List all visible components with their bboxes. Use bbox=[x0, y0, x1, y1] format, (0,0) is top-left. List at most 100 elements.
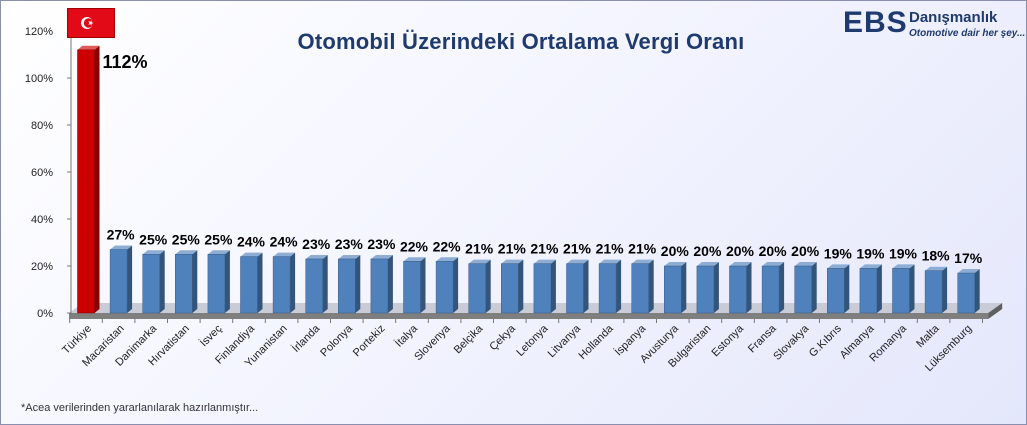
bar-side bbox=[974, 269, 980, 313]
data-label: 22% bbox=[433, 238, 462, 254]
bar-2 bbox=[109, 245, 133, 314]
bar-front bbox=[664, 265, 682, 314]
data-label: 25% bbox=[139, 231, 168, 247]
turkish-flag-icon bbox=[67, 8, 115, 38]
bar-24 bbox=[827, 264, 850, 314]
logo-company-name: Danışmanlık bbox=[909, 9, 998, 26]
category-label: İtalya bbox=[392, 321, 420, 349]
bar-side bbox=[192, 250, 198, 313]
y-tick-label: 20% bbox=[31, 261, 53, 273]
bar-side bbox=[127, 245, 133, 313]
bar-9 bbox=[338, 254, 361, 314]
bar-top bbox=[794, 262, 817, 266]
bar-front bbox=[924, 270, 943, 314]
bar-3 bbox=[142, 250, 165, 314]
category-label: Portekiz bbox=[351, 323, 388, 360]
bar-top bbox=[77, 45, 100, 50]
data-label: 21% bbox=[563, 241, 592, 257]
bar-front bbox=[77, 49, 95, 314]
bar-front bbox=[240, 256, 258, 314]
bar-side bbox=[583, 259, 589, 313]
bar-front bbox=[207, 254, 226, 314]
bar-10 bbox=[370, 254, 393, 314]
bar-top bbox=[403, 257, 426, 262]
data-label: 23% bbox=[335, 236, 364, 252]
bar-front bbox=[175, 254, 193, 314]
bar-side bbox=[876, 264, 882, 313]
bar-side bbox=[355, 254, 361, 313]
bar-top bbox=[892, 264, 915, 269]
data-label: 19% bbox=[824, 245, 853, 261]
bar-side bbox=[779, 262, 785, 313]
category-label: Polonya bbox=[318, 322, 355, 359]
bar-22 bbox=[761, 262, 785, 314]
bar-front bbox=[533, 263, 552, 314]
category-label: Estonya bbox=[710, 322, 747, 359]
data-label: 21% bbox=[465, 241, 494, 257]
bar-front bbox=[272, 256, 291, 314]
data-label: 20% bbox=[759, 243, 788, 259]
footnote: *Acea verilerinden yararlanılarak hazırl… bbox=[21, 402, 259, 414]
bar-front bbox=[729, 265, 747, 314]
bar-side bbox=[811, 262, 817, 313]
data-label: 21% bbox=[628, 241, 657, 257]
bar-front bbox=[403, 261, 421, 314]
bar-top bbox=[207, 250, 230, 255]
bar-top bbox=[696, 262, 719, 266]
chart-floor-edge bbox=[69, 313, 989, 319]
data-label: 20% bbox=[726, 243, 755, 259]
y-tick-label: 120% bbox=[25, 26, 53, 38]
logo-ebs-text: EBS bbox=[843, 6, 908, 39]
data-label: 24% bbox=[237, 234, 266, 250]
category-label: Çekya bbox=[487, 322, 518, 353]
bar-25 bbox=[859, 264, 882, 314]
bar-top bbox=[762, 262, 785, 266]
bar-side bbox=[94, 45, 100, 314]
data-label: 19% bbox=[856, 245, 885, 261]
bar-20 bbox=[696, 262, 719, 314]
bar-side bbox=[648, 259, 654, 313]
bar-side bbox=[942, 266, 948, 313]
bar-front bbox=[338, 258, 356, 314]
bar-top bbox=[468, 259, 491, 264]
bar-top bbox=[142, 250, 165, 255]
bar-side bbox=[713, 262, 719, 313]
bar-side bbox=[909, 264, 915, 313]
bar-top bbox=[370, 254, 393, 259]
bar-side bbox=[387, 254, 393, 313]
bar-front bbox=[468, 263, 486, 314]
bar-front bbox=[501, 263, 519, 314]
category-label: Letonya bbox=[514, 322, 551, 359]
bar-top bbox=[957, 269, 980, 274]
bar-front bbox=[370, 258, 389, 314]
bar-front bbox=[859, 268, 878, 314]
bar-front bbox=[794, 265, 812, 314]
bar-side bbox=[844, 264, 850, 313]
bar-side bbox=[224, 250, 230, 313]
bar-19 bbox=[664, 262, 687, 314]
data-label: 112% bbox=[103, 52, 148, 72]
y-tick-label: 100% bbox=[25, 73, 53, 85]
bar-front bbox=[696, 265, 715, 314]
bar-side bbox=[290, 252, 296, 313]
bar-side bbox=[257, 252, 263, 313]
data-label: 24% bbox=[270, 234, 299, 250]
bar-top bbox=[599, 259, 622, 264]
bar-16 bbox=[566, 259, 589, 314]
bar-top bbox=[240, 252, 263, 257]
bar-top bbox=[925, 266, 948, 271]
data-label: 19% bbox=[889, 245, 918, 261]
bar-top bbox=[175, 250, 198, 255]
bar-21 bbox=[729, 262, 752, 314]
data-label: 21% bbox=[498, 241, 527, 257]
bar-front bbox=[566, 263, 584, 314]
bar-28 bbox=[957, 269, 980, 314]
bar-side bbox=[322, 254, 328, 313]
y-tick-label: 40% bbox=[31, 214, 53, 226]
y-tick-label: 60% bbox=[31, 167, 53, 179]
bar-26 bbox=[892, 264, 915, 314]
data-label: 27% bbox=[107, 227, 136, 243]
data-label: 17% bbox=[954, 250, 983, 266]
